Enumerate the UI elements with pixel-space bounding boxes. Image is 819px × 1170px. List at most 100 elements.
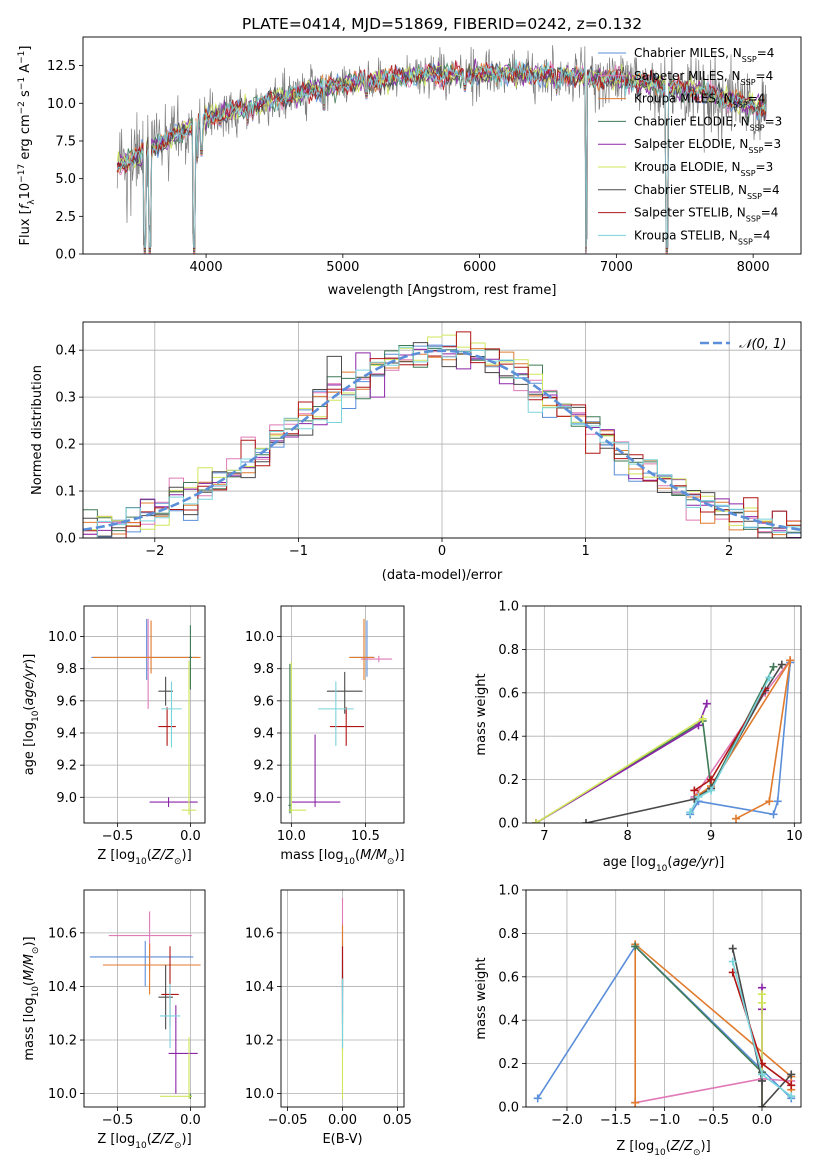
axes-frame [83, 889, 206, 1108]
y-tick-label: 9.0 [253, 791, 274, 806]
legend-nssp-value: 3 [766, 160, 774, 174]
x-axis-label: mass [log10(M/M⊙)] [280, 848, 404, 867]
y-tick-label: 9.6 [253, 694, 274, 709]
legend-entry: Salpeter MILES, NSSP=4 [634, 69, 773, 87]
legend-series-name: Kroupa ELODIE [634, 160, 724, 174]
errorbar-kroupa-miles [92, 620, 201, 674]
y-tick-label: 10.0 [47, 97, 76, 112]
errorbar-kroupa-stelib [318, 681, 354, 746]
errorbar-salpeter-elodie [168, 1005, 198, 1094]
weight-line [585, 664, 783, 823]
errorbar-salpeter-stelib [329, 707, 364, 746]
model-spectrum-salpeter-stelib [116, 60, 767, 249]
errorbar-kroupa-elodie [159, 1037, 192, 1099]
x-tick-label: 1 [581, 544, 589, 559]
axes-spectrum: 4000 5000 6000 7000 8000 0.0 2.5 5.0 7.5 10.0 12.5… [17, 15, 802, 298]
y-tick-label: 1.0 [498, 884, 519, 899]
y-tick-label: 9.0 [56, 791, 77, 806]
axes-residuals: −2 −1 0 1 2 0.0 0.1 0.2 0.3 0.4 (data-model)/error… [30, 321, 802, 583]
weight-point [787, 1081, 796, 1090]
y-tick-label: 0.3 [55, 391, 76, 406]
y-tick-label: 10.0 [245, 1087, 274, 1102]
x-tick-label: −2.0 [551, 1113, 583, 1128]
y-axis-label: Normed distribution [30, 365, 45, 495]
y-tick-label: 9.2 [56, 759, 77, 774]
weight-point [707, 775, 715, 784]
y-tick-label: 0.6 [498, 686, 519, 701]
errorbars [288, 618, 393, 814]
errorbar-salpeter-miles [145, 618, 152, 709]
weight-point [631, 942, 640, 951]
legend-entry: Chabrier STELIB, NSSP=4 [634, 183, 780, 201]
legend-series-name: Chabrier MILES [634, 46, 725, 60]
legend-nssp-value: 4 [771, 206, 779, 220]
y-tick-label: 10.6 [48, 926, 77, 941]
weight-line [535, 703, 708, 823]
weight-point [582, 819, 590, 823]
x-axis-label: Z [log10(Z/Z⊙)] [97, 1132, 191, 1151]
weight-point [757, 990, 766, 999]
x-tick-label: −1.5 [600, 1113, 632, 1128]
errorbar-salpeter-elodie [291, 734, 341, 807]
axes-frame [82, 321, 802, 539]
y-tick-label: 10.2 [48, 1034, 77, 1049]
weight-point [757, 1070, 766, 1079]
legend-series-name: Chabrier STELIB [634, 183, 730, 197]
legend-entry: Kroupa MILES, NSSP=4 [634, 92, 765, 110]
errorbar-chabrier-stelib [326, 671, 363, 714]
weight-series-kroupa-elodie [532, 714, 707, 823]
errorbar-chabrier-miles [89, 940, 194, 987]
errorbars [91, 618, 201, 815]
legend-nssp-value: 3 [773, 137, 781, 151]
errorbar-kroupa-miles [349, 618, 375, 680]
weight-series-chabrier-stelib [582, 660, 786, 823]
errorbar-salpeter-miles [108, 911, 192, 971]
weight-line [535, 718, 704, 823]
weight-point [757, 998, 766, 1007]
weight-point [694, 792, 703, 801]
y-tick-label: 0.8 [498, 643, 519, 658]
legend-entry: Chabrier MILES, NSSP=4 [634, 46, 774, 64]
x-tick-label: 6000 [463, 260, 496, 275]
weight-series-kroupa-stelib [686, 673, 774, 817]
axes-frame [280, 605, 405, 824]
weight-point [631, 1098, 640, 1107]
y-tick-label: 0.4 [55, 344, 76, 359]
y-tick-label: 9.4 [56, 726, 77, 741]
y-tick-label: 10.4 [48, 980, 77, 995]
normal-curve [83, 349, 801, 532]
weight-lines [532, 656, 795, 823]
errorbar-kroupa-elodie [288, 662, 307, 814]
errorbar-salpeter-miles [361, 655, 393, 663]
x-tick-label: 0.0 [752, 1113, 773, 1128]
model-spectrum-chabrier-stelib [116, 60, 767, 250]
x-axis-label: age [log10(age/yr)] [603, 855, 725, 874]
x-tick-label: 0 [438, 544, 446, 559]
axes-frame [525, 889, 802, 1108]
x-tick-label: −2 [145, 544, 164, 559]
legend-series-name: Kroupa MILES [634, 92, 716, 106]
weight-point [787, 1092, 796, 1101]
y-tick-label: 10.0 [245, 630, 274, 645]
legend-nssp-value: 4 [766, 69, 774, 83]
x-tick-label: 4000 [190, 260, 223, 275]
legend-entry: Chabrier ELODIE, NSSP=3 [634, 114, 782, 131]
weight-point [757, 1103, 766, 1107]
errorbar-chabrier-miles [91, 618, 198, 680]
x-tick-label: 0.00 [328, 1113, 357, 1128]
x-tick-label: 0.05 [383, 1113, 412, 1128]
weight-point [533, 1094, 542, 1103]
axes-age-vs-Z: −0.5 0.0 9.0 9.2 9.4 9.6 9.8 10.0 Z [log10(Z/Z⊙)… [22, 605, 206, 867]
axes-massweight-vs-age: 7 8 9 10 0.0 0.2 0.4 0.6 0.8 1.0 age [log10(age/yr… [474, 600, 803, 875]
weight-series-kroupa-miles [694, 656, 795, 823]
model-spectrum-kroupa-stelib [116, 58, 767, 248]
errorbar-salpeter-stelib [158, 707, 176, 746]
axes-age-vs-mass: 10.0 10.5 9.0 9.2 9.4 9.6 9.8 10.0 mass [log10(M… [245, 605, 405, 867]
x-tick-label: 0.0 [180, 829, 201, 844]
legend-series-name: Chabrier ELODIE [634, 114, 733, 128]
y-tick-label: 0.8 [498, 927, 519, 942]
x-tick-label: 0.0 [180, 1113, 201, 1128]
weight-point [728, 944, 737, 953]
weight-line [698, 659, 791, 820]
